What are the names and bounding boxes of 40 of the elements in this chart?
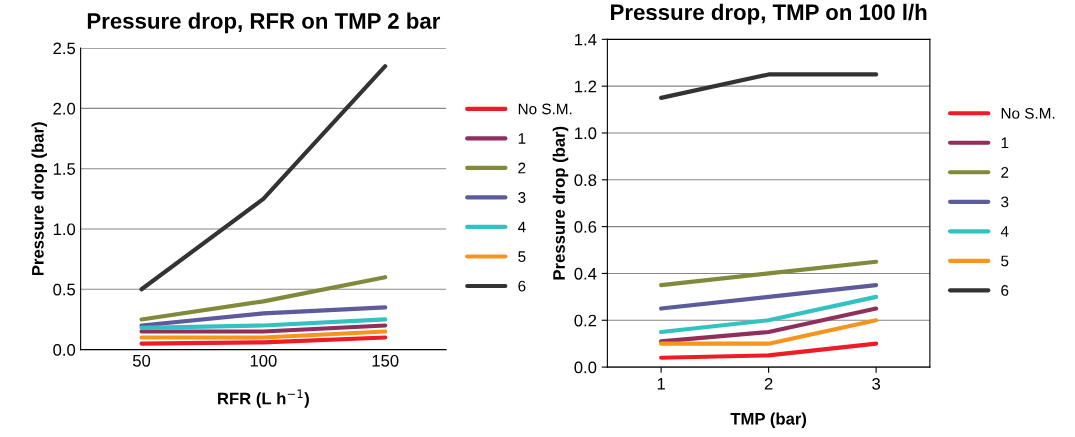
y-tick-label: 2.5: [53, 42, 76, 55]
y-tick-label: 2.0: [53, 102, 76, 115]
x-tick-label: 2: [764, 377, 773, 390]
y-tick-label: 0.4: [574, 267, 597, 280]
x-axis-title: RFR (L h$^{−1}$): [218, 389, 309, 408]
chart-title: Pressure drop, TMP on 100 l/h: [611, 3, 927, 25]
y-tick-label: 1.0: [53, 223, 76, 236]
legend-label: 4: [1000, 226, 1009, 237]
y-tick-label: 0.5: [53, 283, 76, 296]
y-tick-label: 1.5: [53, 163, 76, 175]
legend-label: 5: [518, 251, 526, 262]
y-tick-label: 0.6: [574, 221, 597, 233]
legend-label: 4: [517, 221, 526, 233]
legend-label: 2: [1001, 166, 1009, 178]
legend-label: 6: [1001, 285, 1009, 296]
legend-label: 1: [518, 133, 526, 144]
legend-label: 6: [518, 280, 526, 292]
legend-label: No S.M.: [1001, 107, 1055, 119]
legend-label: 1: [1001, 137, 1009, 149]
y-tick-label: 0.0: [574, 361, 597, 374]
y-tick-label: 0.0: [53, 344, 76, 356]
x-tick-label: 50: [132, 354, 151, 367]
chart-title: Pressure drop, RFR on TMP 2 bar: [87, 12, 441, 34]
y-tick-label: 0.8: [574, 174, 597, 186]
legend-label: 3: [518, 192, 526, 203]
x-tick-label: 1: [657, 378, 665, 390]
y-axis-title: Pressure drop (bar): [31, 122, 48, 276]
legend-label: 2: [518, 162, 526, 174]
legend-label: 3: [1001, 196, 1009, 208]
legend-label: 5: [1001, 255, 1009, 267]
y-tick-label: 1.4: [575, 33, 597, 46]
legend-label: No S.M.: [518, 103, 572, 115]
x-tick-label: 150: [372, 354, 399, 367]
y-tick-label: 1.0: [575, 127, 597, 140]
y-tick-label: 0.2: [574, 314, 597, 327]
x-axis-title: TMP (bar): [730, 412, 807, 429]
y-tick-label: 1.2: [575, 80, 597, 93]
x-tick-label: 3: [872, 377, 881, 390]
x-tick-label: 100: [250, 354, 277, 367]
y-axis-title: Pressure drop (bar): [552, 126, 569, 280]
